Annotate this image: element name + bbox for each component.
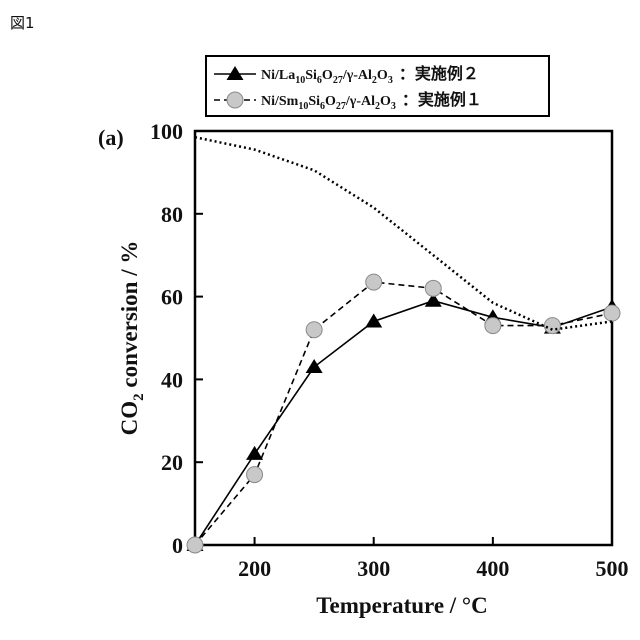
legend-text-part: /γ-Al (342, 68, 372, 83)
series-line-la (195, 301, 612, 545)
y-axis-label: CO2 conversion / % (117, 241, 147, 436)
y-tick-label: 0 (172, 533, 183, 558)
legend-tag-la: ：実施例２ (399, 64, 479, 83)
legend-text-part: Si (305, 68, 317, 83)
x-tick-label: 300 (357, 556, 390, 581)
legend-text-part: O (322, 68, 333, 83)
y-tick-label: 40 (161, 367, 183, 392)
legend-text-part: /γ-Al (345, 94, 375, 109)
legend-text-part: Ni/Sm (261, 94, 299, 109)
series-line-eq (195, 137, 612, 330)
legend-text-part: 27 (333, 75, 343, 86)
figure: 図1 020406080100200300400500(a)Temperatur… (0, 0, 640, 640)
data-point-sm (544, 318, 560, 334)
data-point-sm (366, 274, 382, 290)
legend-text-part: 27 (336, 101, 346, 112)
legend-text-part: 10 (298, 101, 308, 112)
legend-text-part: 10 (295, 75, 305, 86)
legend-marker-sm (227, 92, 243, 108)
legend-text-part: 3 (388, 75, 393, 86)
legend-text-part: O (377, 68, 388, 83)
legend-tag-sm: ：実施例１ (402, 90, 482, 109)
data-point-la (306, 359, 323, 373)
x-tick-label: 400 (476, 556, 509, 581)
plot-area (195, 131, 612, 545)
data-point-sm (485, 318, 501, 334)
legend-text-part: 3 (391, 101, 396, 112)
y-axis-label-co: CO (117, 401, 142, 436)
data-point-sm (306, 322, 322, 338)
data-point-sm (425, 280, 441, 296)
y-tick-label: 60 (161, 285, 183, 310)
co2-conversion-chart: 0 20 40 60 80 100 200 300 400 500 (a) Temperature /… (0, 0, 640, 640)
y-axis-label-sub: 2 (131, 393, 147, 401)
panel-label: (a) (98, 125, 124, 150)
y-tick-label: 20 (161, 450, 183, 475)
legend-label-la: Ni/La10Si6O27/γ-Al2O3：実施例２ (261, 64, 479, 86)
x-tick-label: 200 (238, 556, 271, 581)
data-point-sm (604, 305, 620, 321)
data-point-la (246, 446, 263, 460)
x-axis-label: Temperature / °C (316, 593, 487, 618)
y-tick-label: 100 (150, 119, 183, 144)
x-tick-label: 500 (596, 556, 629, 581)
data-point-la (365, 313, 382, 327)
data-point-sm (187, 537, 203, 553)
legend-text-part: O (325, 94, 336, 109)
y-tick-label: 80 (161, 202, 183, 227)
y-axis-label-rest: conversion / % (117, 241, 142, 394)
legend-text-part: Si (308, 94, 320, 109)
data-point-sm (247, 467, 263, 483)
legend-text-part: Ni/La (261, 68, 295, 83)
legend-text-part: O (380, 94, 391, 109)
legend-label-sm: Ni/Sm10Si6O27/γ-Al2O3：実施例１ (261, 90, 482, 112)
